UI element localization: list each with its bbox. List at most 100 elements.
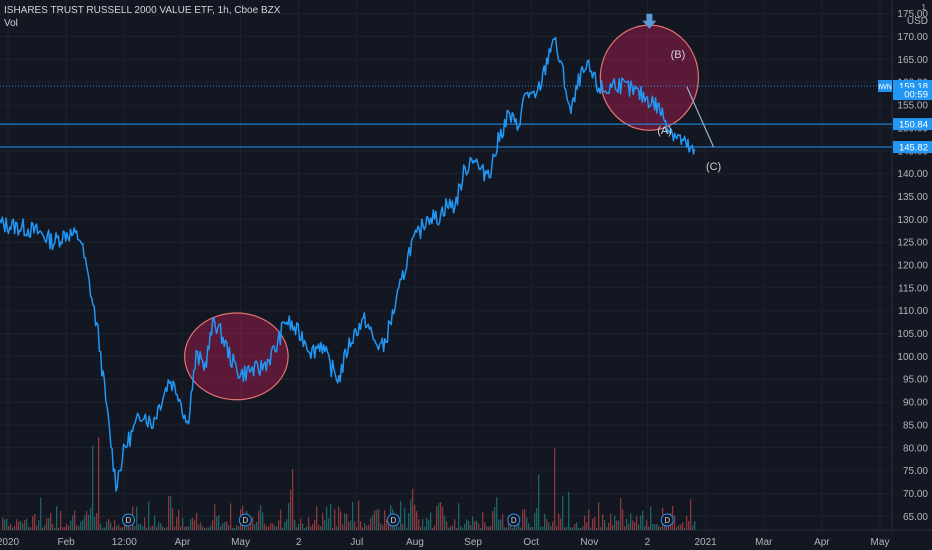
volume-bar bbox=[290, 489, 292, 530]
volume-bar bbox=[622, 509, 624, 530]
dividend-marker bbox=[507, 513, 521, 527]
volume-bar bbox=[218, 515, 220, 530]
volume-bar bbox=[558, 513, 560, 530]
volume-bar bbox=[272, 523, 274, 530]
volume-bar bbox=[434, 525, 436, 530]
volume-bar bbox=[576, 522, 578, 530]
volume-bar bbox=[366, 525, 368, 530]
volume-bar bbox=[12, 527, 14, 530]
volume-bar bbox=[136, 506, 138, 530]
volume-bar bbox=[92, 445, 94, 530]
volume-bar bbox=[484, 522, 486, 530]
volume-bar bbox=[260, 504, 262, 530]
volume-bar bbox=[492, 510, 494, 530]
volume-bar bbox=[570, 527, 572, 530]
volume-bar bbox=[88, 514, 90, 530]
x-tick-label: Aug bbox=[406, 537, 424, 548]
volume-bar bbox=[402, 523, 404, 530]
volume-bar bbox=[482, 512, 484, 530]
volume-bar bbox=[378, 509, 380, 530]
volume-bar bbox=[168, 496, 170, 530]
volume-bar bbox=[216, 516, 218, 530]
volume-bar bbox=[166, 526, 168, 530]
volume-bar bbox=[274, 525, 276, 530]
volume-bar bbox=[292, 468, 294, 530]
volume-bar bbox=[252, 517, 254, 530]
volume-bar bbox=[616, 520, 618, 530]
volume-bar bbox=[302, 523, 304, 530]
volume-bar bbox=[144, 517, 146, 530]
volume-bar bbox=[188, 526, 190, 530]
volume-bar bbox=[32, 516, 34, 530]
volume-bar bbox=[496, 497, 498, 530]
volume-bar bbox=[632, 520, 634, 530]
y-tick-label: 125.00 bbox=[897, 238, 928, 249]
volume-bar bbox=[648, 526, 650, 530]
y-tick-label: 105.00 bbox=[897, 329, 928, 340]
volume-bar bbox=[626, 518, 628, 530]
x-tick-label: 2 bbox=[296, 537, 302, 548]
volume-bar bbox=[106, 521, 108, 530]
volume-bar bbox=[608, 522, 610, 530]
volume-bar bbox=[344, 513, 346, 530]
price-axis-tag-label: 00:59 bbox=[904, 90, 928, 101]
volume-bar bbox=[600, 527, 602, 530]
volume-bar bbox=[162, 526, 164, 530]
volume-bar bbox=[372, 514, 374, 530]
x-tick-label: 2020 bbox=[0, 537, 20, 548]
volume-bar bbox=[276, 526, 278, 530]
volume-bar bbox=[634, 522, 636, 530]
volume-bar bbox=[72, 515, 74, 530]
price-axis-tag-label: 159.18 bbox=[899, 81, 928, 92]
volume-bar bbox=[50, 512, 52, 530]
volume-bar bbox=[680, 524, 682, 530]
y-tick-label: 165.00 bbox=[897, 55, 928, 66]
volume-bar bbox=[580, 527, 582, 530]
volume-bar bbox=[194, 520, 196, 530]
volume-bar bbox=[612, 525, 614, 530]
volume-bar bbox=[460, 526, 462, 530]
volume-bar bbox=[354, 521, 356, 530]
dividend-marker-label: D bbox=[126, 516, 132, 525]
volume-bar bbox=[384, 510, 386, 530]
x-tick-label: Sep bbox=[464, 537, 482, 548]
volume-bar bbox=[228, 524, 230, 530]
volume-bar bbox=[86, 511, 88, 530]
volume-bar bbox=[202, 526, 204, 530]
volume-bar bbox=[152, 525, 154, 530]
price-line bbox=[0, 36, 696, 492]
dividend-marker bbox=[660, 513, 674, 527]
volume-bar bbox=[198, 524, 200, 530]
volume-bar bbox=[350, 520, 352, 530]
wave-label: (B) bbox=[671, 49, 686, 61]
volume-bar bbox=[550, 525, 552, 530]
volume-bar bbox=[370, 518, 372, 530]
volume-bar bbox=[56, 506, 58, 530]
volume-bar bbox=[102, 527, 104, 530]
volume-bar bbox=[638, 524, 640, 530]
volume-bar bbox=[94, 516, 96, 530]
volume-bar bbox=[172, 508, 174, 530]
volume-bar bbox=[294, 519, 296, 530]
volume-bar bbox=[426, 517, 428, 530]
volume-bar bbox=[300, 518, 302, 530]
volume-bar bbox=[328, 518, 330, 530]
volume-bar bbox=[358, 500, 360, 530]
volume-bar bbox=[476, 520, 478, 530]
volume-bar bbox=[480, 527, 482, 530]
volume-bar bbox=[90, 507, 92, 530]
volume-bar bbox=[452, 525, 454, 530]
volume-bar bbox=[678, 525, 680, 530]
volume-bar bbox=[108, 518, 110, 530]
volume-bar bbox=[472, 516, 474, 530]
volume-bar bbox=[214, 504, 216, 530]
volume-bar bbox=[254, 524, 256, 530]
volume-bar bbox=[258, 510, 260, 530]
volume-bar bbox=[248, 526, 250, 530]
volume-bar bbox=[316, 506, 318, 530]
volume-bar bbox=[282, 527, 284, 530]
price-axis-tag-label: 150.84 bbox=[899, 120, 928, 131]
volume-label: Vol bbox=[4, 18, 18, 29]
